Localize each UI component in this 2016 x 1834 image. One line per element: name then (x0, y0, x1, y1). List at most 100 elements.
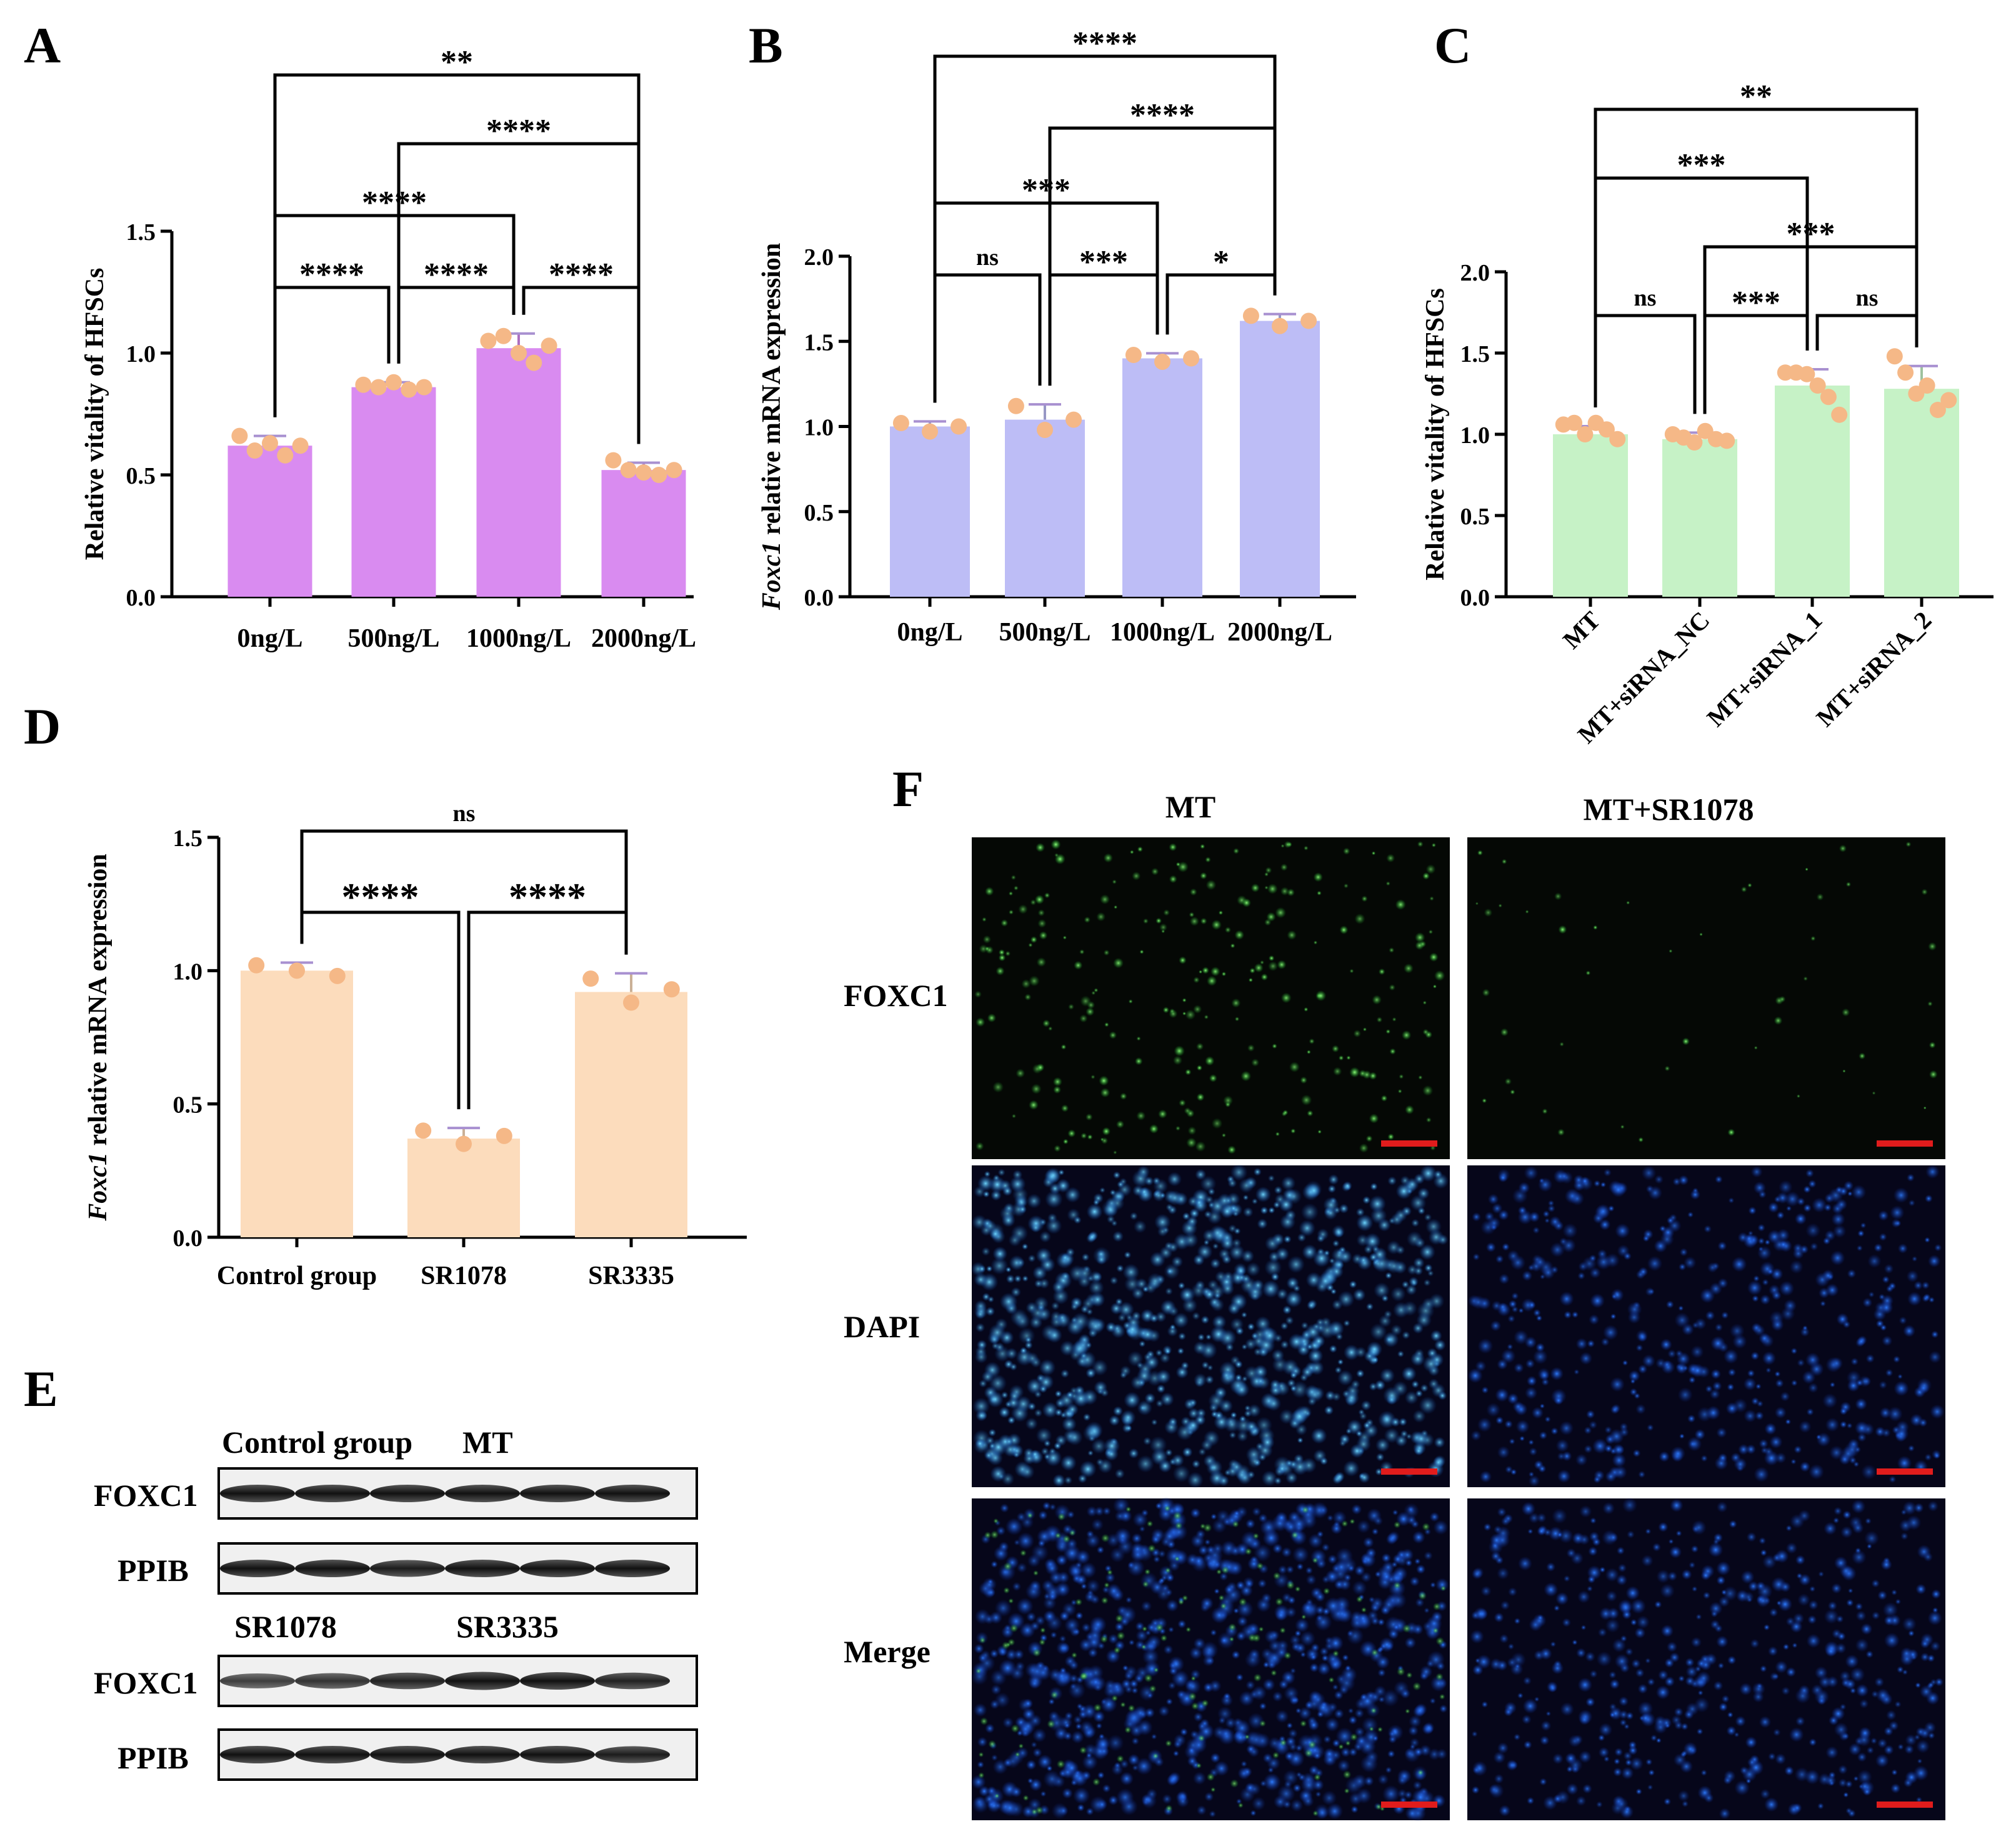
micro-cell (1794, 1212, 1807, 1225)
micro-cell (1059, 1610, 1070, 1622)
micro-cell (1507, 1315, 1515, 1323)
micro-cell (1475, 1658, 1481, 1663)
data-point (1125, 347, 1142, 364)
micro-cell-foxc1 (1125, 1506, 1132, 1512)
micro-cell (1205, 857, 1211, 863)
wb-band (295, 1746, 370, 1763)
micro-cell (1763, 1624, 1770, 1631)
micro-cell (1255, 1186, 1272, 1203)
micro-cell (1066, 1429, 1083, 1446)
micro-cell (1209, 1810, 1216, 1818)
micro-cell-foxc1 (1007, 1638, 1015, 1647)
micro-cell (1113, 1150, 1117, 1155)
micro-cell (1329, 1345, 1337, 1353)
micro-cell (1219, 1636, 1229, 1645)
micro-cell (1737, 1232, 1749, 1243)
significance-bracket (1594, 314, 1697, 414)
micro-cell (1065, 1390, 1074, 1399)
micro-cell (1923, 1106, 1927, 1110)
micro-cell (1169, 1323, 1176, 1330)
micro-cell (1865, 1650, 1874, 1658)
micro-cell (1354, 1708, 1365, 1718)
micro-cell (1629, 1388, 1638, 1396)
micro-cell (1700, 1769, 1707, 1777)
micro-cell (1745, 1778, 1752, 1784)
micro-cell (1557, 1469, 1571, 1483)
micro-cell (1740, 1570, 1755, 1584)
micro-cell (991, 1684, 1002, 1695)
micro-cell (1054, 1726, 1069, 1741)
wb-band (370, 1672, 445, 1690)
micro-cell (1847, 1588, 1854, 1593)
micro-cell (1043, 1593, 1051, 1600)
micro-cell (1587, 1565, 1602, 1580)
micro-cell (1327, 1554, 1338, 1565)
micro-cell (1089, 1270, 1102, 1283)
micro-cell (1654, 1600, 1662, 1608)
micro-cell (1097, 1738, 1110, 1751)
micro-cell (1620, 1805, 1634, 1819)
micro-cell (1334, 1708, 1344, 1719)
micro-cell (1360, 1400, 1372, 1411)
micro-cell (1366, 1341, 1383, 1358)
micro-cell (1252, 1507, 1262, 1517)
micro-cell (1557, 1532, 1563, 1538)
micro-cell (1135, 1629, 1149, 1642)
micro-cell (1423, 1278, 1431, 1287)
x-tick-label: 0ng/L (897, 618, 962, 647)
micro-cell (1253, 1328, 1267, 1342)
micro-cell (1397, 1788, 1407, 1799)
micro-cell (1838, 1778, 1848, 1788)
micro-cell (1357, 1520, 1371, 1533)
micro-cell (1270, 1272, 1280, 1282)
micro-cell (1715, 1635, 1729, 1648)
micro-cell-foxc1 (978, 1772, 985, 1779)
micro-cell (1825, 1746, 1839, 1759)
micro-cell (1529, 1447, 1538, 1456)
micro-cell (1400, 1548, 1414, 1562)
micro-cell (1113, 957, 1124, 969)
micro-cell (1248, 977, 1253, 982)
micro-cell (1902, 1501, 1917, 1515)
micro-cell (992, 1174, 1000, 1182)
micro-cell (1769, 1608, 1779, 1617)
micro-cell (1385, 1336, 1393, 1343)
micro-cell-foxc1 (1141, 1644, 1147, 1650)
micro-cell (1134, 1057, 1143, 1065)
data-point (1897, 364, 1914, 381)
micro-cell (1307, 1110, 1314, 1117)
micro-cell (1638, 1267, 1649, 1277)
data-point (1799, 366, 1815, 382)
micro-cell (1331, 1247, 1347, 1263)
significance-label: **** (1072, 26, 1137, 61)
micro-cell (1769, 1672, 1779, 1682)
micro-cell (1411, 1380, 1420, 1388)
micro-cell (1818, 1773, 1831, 1786)
micro-cell (1332, 1683, 1339, 1691)
micro-cell-foxc1 (994, 1793, 1000, 1799)
micro-cell (1334, 1690, 1344, 1700)
micro-cell (1589, 1531, 1600, 1542)
micro-cell (1192, 1312, 1200, 1320)
micro-cell (1212, 1243, 1219, 1250)
micro-cell (1209, 1296, 1221, 1308)
micro-cell (1240, 1760, 1247, 1768)
micro-cell (1751, 1397, 1760, 1405)
micro-cell-foxc1 (1165, 1740, 1172, 1747)
micro-cell (1424, 1213, 1432, 1222)
micro-cell (1527, 1300, 1536, 1309)
micro-cell (1710, 1619, 1720, 1630)
micro-cell (1261, 1470, 1277, 1487)
micro-cell (1612, 1443, 1625, 1456)
micro-cell (1645, 1658, 1651, 1664)
micro-cell (1605, 1568, 1619, 1582)
micro-cell (1847, 1190, 1853, 1197)
micro-cell-foxc1 (1120, 1702, 1126, 1708)
micro-cell (1190, 1507, 1201, 1518)
micro-cell (1587, 1339, 1595, 1348)
micro-cell (1288, 1333, 1305, 1350)
micro-cell (1727, 1129, 1735, 1137)
micro-cell (1397, 1350, 1405, 1358)
micro-cell (1802, 1370, 1816, 1385)
micro-cell (1432, 1456, 1445, 1468)
